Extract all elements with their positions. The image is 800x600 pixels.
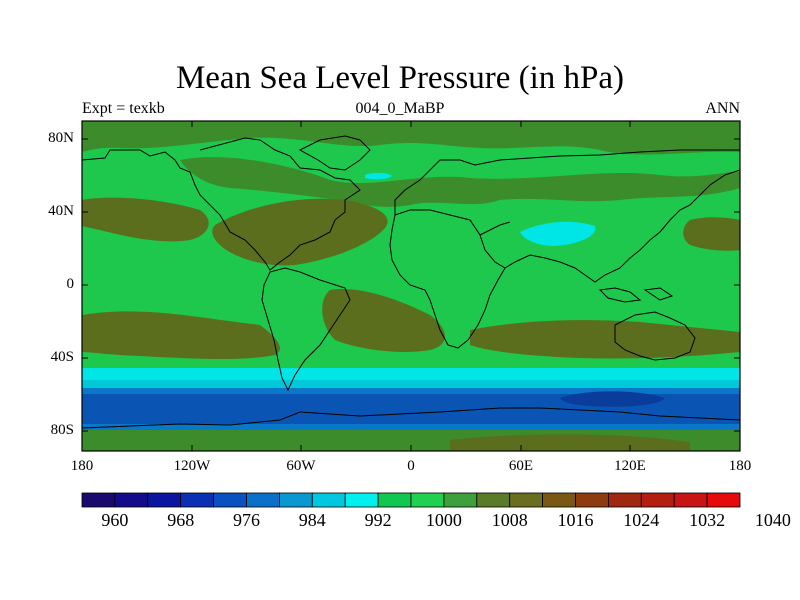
colorbar-tick-label: 1016 xyxy=(557,510,594,530)
lon-label: 180 xyxy=(728,458,752,474)
colorbar-swatch xyxy=(575,492,609,508)
colorbar-swatch xyxy=(81,492,116,508)
coast-europe xyxy=(394,159,476,215)
lat-label: 80N xyxy=(48,130,74,146)
colorbar-tick-label: 1032 xyxy=(689,510,726,530)
lat-label: 80S xyxy=(50,422,74,438)
period-label: 004_0_MaBP xyxy=(355,100,445,117)
lon-label: 120E xyxy=(614,458,646,474)
colorbar-tick-label: 1000 xyxy=(425,510,462,530)
coastlines xyxy=(82,135,740,429)
field-972-low xyxy=(560,391,665,407)
colorbar-tick-label: 992 xyxy=(364,510,392,530)
small-low-arctic xyxy=(365,172,392,180)
north-atlantic-high xyxy=(212,198,388,266)
coast-asia xyxy=(474,149,740,283)
small-low-asia xyxy=(520,221,596,246)
colorbar-swatch xyxy=(673,492,708,508)
coast-antarctica xyxy=(82,407,740,429)
colorbar-swatch xyxy=(509,492,544,508)
coast-africa xyxy=(389,209,506,349)
colorbar-swatch xyxy=(180,492,214,508)
colorbar-swatch xyxy=(443,492,478,508)
colorbar-swatch xyxy=(344,492,379,508)
sh-subtropical-high-band xyxy=(82,289,740,359)
colorbar xyxy=(81,492,741,508)
coast-south-america xyxy=(261,267,351,392)
colorbar-tick-label: 960 xyxy=(101,510,129,530)
lon-label: 60E xyxy=(508,458,534,474)
colorbar-tick-label: 1040 xyxy=(754,510,791,530)
colorbar-swatch xyxy=(114,492,149,508)
colorbar-swatch xyxy=(476,492,511,508)
lon-label: 120W xyxy=(173,458,211,474)
colorbar-tick-label: 984 xyxy=(298,510,326,530)
lat-label: 40S xyxy=(50,349,74,365)
pressure-field xyxy=(82,121,740,451)
season-label: ANN xyxy=(705,100,740,117)
colorbar-tick-label: 1024 xyxy=(623,510,660,530)
colorbar-swatch xyxy=(246,492,280,508)
colorbar-swatch xyxy=(410,492,445,508)
arctic-high-band xyxy=(82,121,740,155)
colorbar-tick-label: 976 xyxy=(233,510,260,530)
colorbar-swatch xyxy=(608,492,642,508)
colorbar-swatch xyxy=(377,492,412,508)
coast-north-america xyxy=(82,137,361,271)
colorbar-swatch xyxy=(213,492,247,508)
colorbar-swatch xyxy=(311,492,346,508)
nh-high-region xyxy=(180,157,740,207)
lon-label: 180 xyxy=(70,458,94,474)
colorbar-swatch xyxy=(147,492,182,508)
axis-ticks xyxy=(82,121,740,451)
lat-label: 0 xyxy=(66,276,75,292)
coast-greenland xyxy=(298,135,371,171)
experiment-label: Expt = texkb xyxy=(82,100,165,117)
north-pacific-high xyxy=(82,197,209,242)
lat-label: 40N xyxy=(48,203,74,219)
colorbar-swatch xyxy=(278,492,313,508)
colorbar-swatch xyxy=(640,492,675,508)
colorbar-tick-label: 1008 xyxy=(491,510,528,530)
lon-label: 60W xyxy=(286,458,316,474)
colorbar-swatch xyxy=(706,492,741,508)
colorbar-swatch xyxy=(542,492,576,508)
coast-australia xyxy=(614,311,696,361)
west-pacific-high xyxy=(683,217,740,251)
lon-label: 0 xyxy=(407,458,415,474)
plot-title: Mean Sea Level Pressure (in hPa) xyxy=(175,60,625,96)
colorbar-tick-label: 968 xyxy=(167,510,195,530)
coast-indonesia xyxy=(598,287,674,303)
